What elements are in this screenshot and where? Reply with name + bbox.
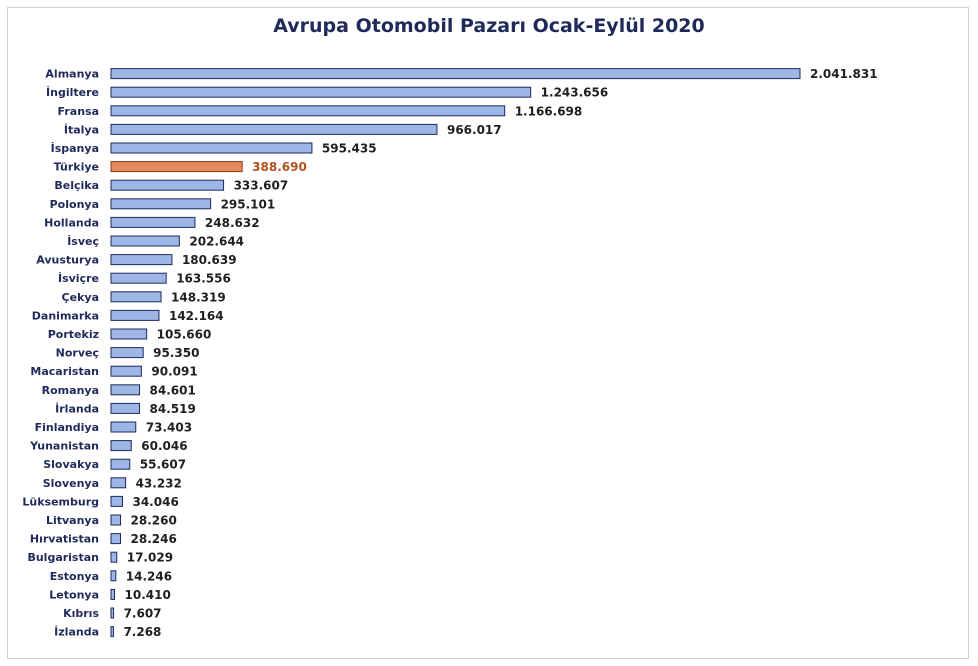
bar xyxy=(110,328,148,340)
category-label: Macaristan xyxy=(30,365,99,378)
category-label: Hırvatistan xyxy=(30,533,99,546)
bar xyxy=(110,272,167,284)
value-label: 180.639 xyxy=(182,253,237,267)
bar xyxy=(110,309,160,321)
bar xyxy=(110,254,173,266)
bar xyxy=(110,123,438,135)
bar xyxy=(110,458,131,470)
bar xyxy=(110,216,196,228)
category-label: İngiltere xyxy=(46,85,99,99)
value-label: 55.607 xyxy=(140,458,186,472)
category-label: Norveç xyxy=(56,347,99,360)
category-label: İsveç xyxy=(67,234,99,248)
category-label: İrlanda xyxy=(55,401,99,415)
bar xyxy=(110,588,116,600)
bar xyxy=(110,365,142,377)
bar xyxy=(110,179,225,191)
value-label: 34.046 xyxy=(132,495,178,509)
value-label: 248.632 xyxy=(205,216,260,230)
value-label: 388.690 xyxy=(252,160,307,174)
value-label: 105.660 xyxy=(157,328,212,342)
category-label: Estonya xyxy=(50,570,99,583)
value-label: 1.166.698 xyxy=(515,104,583,118)
category-label: Finlandiya xyxy=(35,421,99,434)
category-label: Slovakya xyxy=(43,458,99,471)
category-label: Litvanya xyxy=(46,514,99,527)
value-label: 163.556 xyxy=(176,272,231,286)
bar xyxy=(110,495,123,507)
category-label: Avusturya xyxy=(36,254,99,267)
chart-title: Avrupa Otomobil Pazarı Ocak-Eylül 2020 xyxy=(273,15,705,37)
value-label: 142.164 xyxy=(169,309,224,323)
bar xyxy=(110,514,122,526)
bar xyxy=(110,607,115,619)
category-label: Türkiye xyxy=(54,161,99,174)
value-label: 84.601 xyxy=(150,383,196,397)
bar xyxy=(110,161,243,173)
bar xyxy=(110,235,180,247)
category-label: İtalya xyxy=(64,122,99,136)
category-label: Yunanistan xyxy=(29,440,99,453)
category-label: Çekya xyxy=(62,291,99,304)
category-label: Polonya xyxy=(50,198,99,211)
category-label: Romanya xyxy=(42,384,99,397)
bar xyxy=(110,440,132,452)
value-label: 966.017 xyxy=(447,123,502,137)
value-label: 17.029 xyxy=(127,551,173,565)
bar xyxy=(110,105,506,117)
category-label: Portekiz xyxy=(48,328,99,341)
bar xyxy=(110,570,117,582)
category-label: İspanya xyxy=(51,141,99,155)
value-label: 43.232 xyxy=(136,476,182,490)
bar xyxy=(110,477,127,489)
value-label: 595.435 xyxy=(322,142,377,156)
category-label: Kıbrıs xyxy=(63,607,99,620)
category-label: Slovenya xyxy=(43,477,99,490)
bar xyxy=(110,551,118,563)
category-label: Danimarka xyxy=(32,309,99,322)
category-label: İsviçre xyxy=(58,271,99,285)
category-label: İzlanda xyxy=(54,625,99,639)
bar xyxy=(110,384,141,396)
category-label: Bulgaristan xyxy=(27,551,99,564)
bar xyxy=(110,68,801,80)
value-label: 1.243.656 xyxy=(541,86,609,100)
bar xyxy=(110,402,141,414)
value-label: 60.046 xyxy=(141,439,187,453)
value-label: 28.246 xyxy=(131,532,177,546)
value-label: 2.041.831 xyxy=(810,67,878,81)
value-label: 28.260 xyxy=(131,514,177,528)
value-label: 148.319 xyxy=(171,290,226,304)
value-label: 90.091 xyxy=(151,365,197,379)
bar xyxy=(110,142,313,154)
bar xyxy=(110,347,144,359)
category-label: Letonya xyxy=(49,588,99,601)
category-label: Lüksemburg xyxy=(22,495,99,508)
value-label: 10.410 xyxy=(125,588,171,602)
value-label: 202.644 xyxy=(189,235,244,249)
category-label: Hollanda xyxy=(44,216,99,229)
bar xyxy=(110,421,137,433)
category-label: Almanya xyxy=(45,68,99,81)
bar xyxy=(110,291,162,303)
value-label: 73.403 xyxy=(146,421,192,435)
value-label: 84.519 xyxy=(150,402,196,416)
value-label: 295.101 xyxy=(221,197,276,211)
bar xyxy=(110,626,114,638)
value-label: 7.607 xyxy=(124,607,162,621)
value-label: 14.246 xyxy=(126,569,172,583)
bar xyxy=(110,198,212,210)
value-label: 333.607 xyxy=(234,179,289,193)
bar xyxy=(110,86,532,98)
bar xyxy=(110,533,122,545)
value-label: 95.350 xyxy=(153,346,199,360)
value-label: 7.268 xyxy=(123,625,161,639)
category-label: Fransa xyxy=(58,105,99,118)
category-label: Belçika xyxy=(54,179,99,192)
